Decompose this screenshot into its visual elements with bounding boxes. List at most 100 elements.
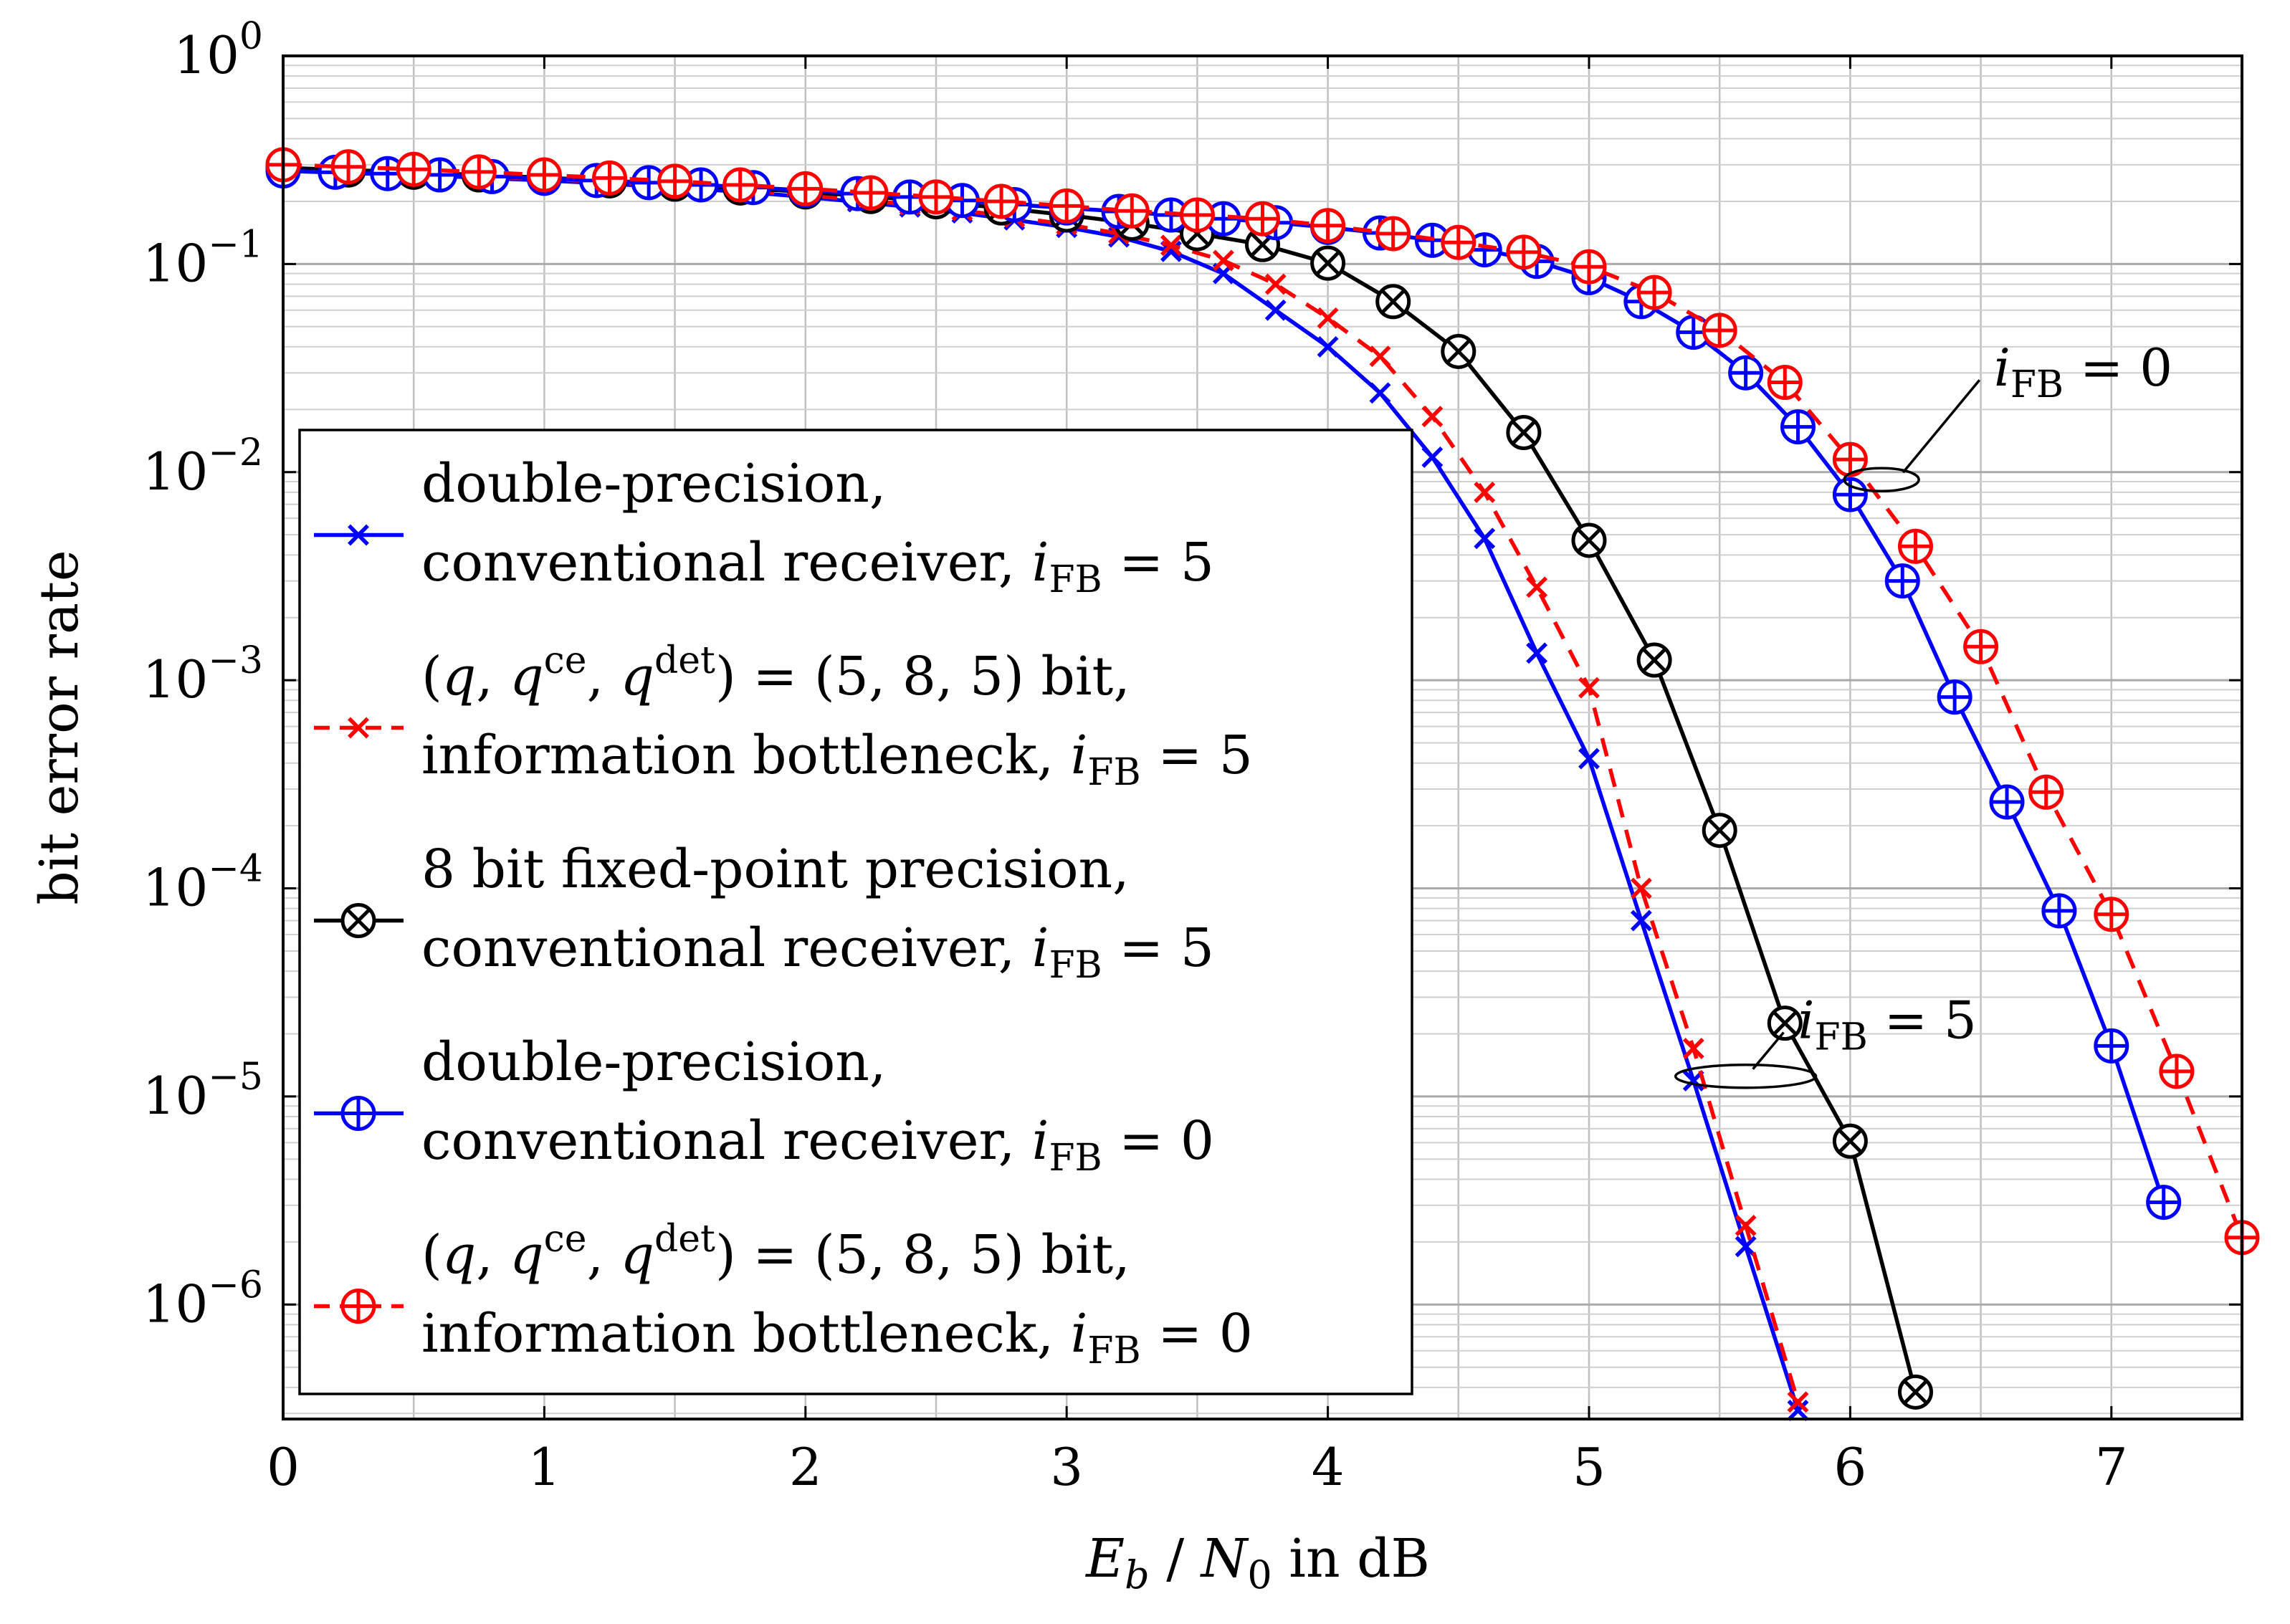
x-tick-label: 3 [1050,1437,1083,1497]
marker-stroke [345,908,371,933]
marker-stroke [1787,1400,1809,1421]
y-tick-label: 100 [173,15,263,85]
data-point [2028,774,2064,810]
data-point [1578,677,1600,699]
data-point [1787,1391,1809,1413]
legend-label: double-precision, [421,453,886,515]
marker-stroke [1772,1011,1798,1036]
data-point [1630,877,1652,899]
data-point [1310,245,1346,281]
data-point [330,149,366,185]
legend-label: information bottleneck, iFB = 5 [421,725,1253,794]
data-point [631,165,667,201]
y-tick-label: 10−4 [143,848,263,918]
y-axis-label: bit error rate [29,550,90,904]
marker-stroke [1576,527,1602,553]
marker-stroke [1707,818,1732,843]
data-point [1369,382,1391,404]
data-point [1636,274,1672,310]
marker-stroke [1421,446,1444,468]
data-point [657,163,693,199]
x-axis-label: Eb / N0 in dB [1084,1528,1430,1597]
data-point [1506,414,1542,450]
marker-stroke [1787,1391,1809,1413]
data-point [1245,201,1280,237]
data-point [1474,481,1496,503]
data-point [1049,188,1084,224]
marker-stroke [1682,1038,1704,1059]
marker-stroke [1735,1214,1757,1236]
marker-stroke [1838,1128,1863,1154]
y-tick-label: 10−6 [143,1264,263,1334]
legend-entry-2: (q, qce, qdet) = (5, 8, 5) bit, informati… [314,639,1253,794]
legend-entry-3: 8 bit fixed-point precision, conventional… [314,839,1214,987]
annotation-ellipse [1674,1064,1818,1089]
data-point [461,154,497,190]
legend-label: (q, qce, qdet) = (5, 8, 5) bit, [421,1218,1130,1286]
data-point [722,167,758,203]
data-point [853,175,889,211]
data-point [788,171,824,206]
data-point [2159,1054,2195,1089]
data-point [1317,335,1339,358]
marker-stroke [1264,273,1287,295]
data-point [1884,563,1920,599]
data-point [370,156,406,191]
plot-frame [282,54,2243,1420]
data-point [1317,307,1339,329]
data-point [918,179,954,215]
legend-label: double-precision, [421,1031,886,1093]
data-point [1898,528,1933,564]
data-point [1767,1006,1803,1041]
x-tick-label: 1 [528,1437,560,1497]
annotation-label: iFB = 5 [1798,990,1977,1059]
data-point [2146,1185,2182,1221]
data-point [396,151,431,187]
marker-stroke [1511,420,1537,445]
y-tick-label: 10−2 [143,431,263,502]
legend-entry-1: double-precision, conventional receiver, … [314,453,1214,601]
series-layer [265,147,2260,1421]
data-point [1179,197,1215,233]
marker-stroke [1903,1379,1928,1405]
data-point [1780,409,1816,445]
data-point [1832,477,1868,512]
data-point [1702,312,1737,348]
data-point [1636,642,1672,678]
marker-stroke [1369,345,1391,368]
legend-label: (q, qce, qdet) = (5, 8, 5) bit, [421,639,1130,707]
marker-stroke [1380,289,1406,315]
marker-stroke [1446,339,1471,364]
data-point [1212,249,1234,272]
marker-stroke [1264,299,1287,321]
data-point [1937,679,1972,715]
data-point [1571,249,1607,285]
x-tick-label: 0 [267,1437,300,1497]
data-point [1578,747,1600,770]
data-point [1506,234,1542,270]
legend-label: 8 bit fixed-point precision, [421,839,1130,900]
marker-stroke [1630,877,1652,899]
y-tick-label: 10−3 [143,639,263,710]
data-point [1963,629,1999,664]
x-tick-label: 6 [1833,1437,1866,1497]
data-point [1474,527,1496,550]
y-tick-label: 10−1 [143,223,263,293]
marker-stroke [348,717,369,739]
legend-label: conventional receiver, iFB = 5 [421,532,1214,601]
x-tick-label: 5 [1573,1437,1606,1497]
annotation-2: iFB = 5 [1674,990,1977,1089]
data-point [1571,522,1607,558]
x-tick-label: 7 [2095,1437,2128,1497]
annotation-1: iFB = 0 [1843,338,2172,493]
data-point [1526,642,1548,664]
marker-stroke [1421,406,1444,428]
legend-label: conventional receiver, iFB = 0 [421,1110,1214,1180]
data-point [1264,273,1287,295]
data-point [1898,1374,1933,1410]
data-point [1369,345,1391,368]
marker-stroke [1212,249,1234,272]
data-point [1421,446,1444,468]
marker-stroke [1630,909,1652,932]
